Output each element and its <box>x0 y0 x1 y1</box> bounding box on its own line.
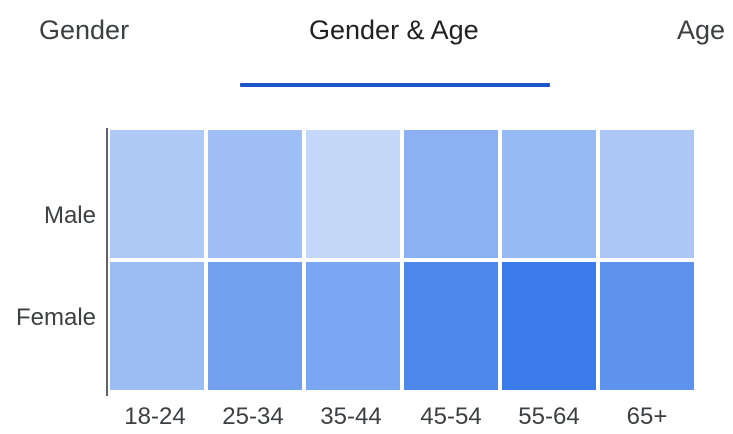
col-label-65-plus: 65+ <box>626 403 668 430</box>
heatmap-cell-female-45-54[interactable] <box>404 262 498 390</box>
tab-gender[interactable]: Gender <box>39 15 130 45</box>
row-label-female: Female <box>15 304 96 331</box>
col-label-45-54: 45-54 <box>420 403 482 430</box>
heatmap-cell-male-55-64[interactable] <box>502 130 596 258</box>
heatmap-cell-male-25-34[interactable] <box>208 130 302 258</box>
selected-tab-indicator <box>240 83 550 87</box>
tab-gender-and-age[interactable]: Gender & Age <box>309 15 479 45</box>
col-label-35-44: 35-44 <box>320 403 382 430</box>
y-axis-line <box>106 128 108 396</box>
heatmap-cell-male-65-plus[interactable] <box>600 130 694 258</box>
heatmap-cell-female-55-64[interactable] <box>502 262 596 390</box>
tab-age[interactable]: Age <box>676 15 725 45</box>
heatmap-cell-male-18-24[interactable] <box>110 130 204 258</box>
col-label-18-24: 18-24 <box>124 403 186 430</box>
heatmap-cell-male-35-44[interactable] <box>306 130 400 258</box>
col-label-55-64: 55-64 <box>518 403 580 430</box>
heatmap-cell-female-18-24[interactable] <box>110 262 204 390</box>
col-label-25-34: 25-34 <box>222 403 284 430</box>
row-label-male: Male <box>43 202 96 229</box>
heatmap-cell-female-35-44[interactable] <box>306 262 400 390</box>
heatmap-cell-female-65-plus[interactable] <box>600 262 694 390</box>
heatmap-cell-female-25-34[interactable] <box>208 262 302 390</box>
heatmap-cell-male-45-54[interactable] <box>404 130 498 258</box>
